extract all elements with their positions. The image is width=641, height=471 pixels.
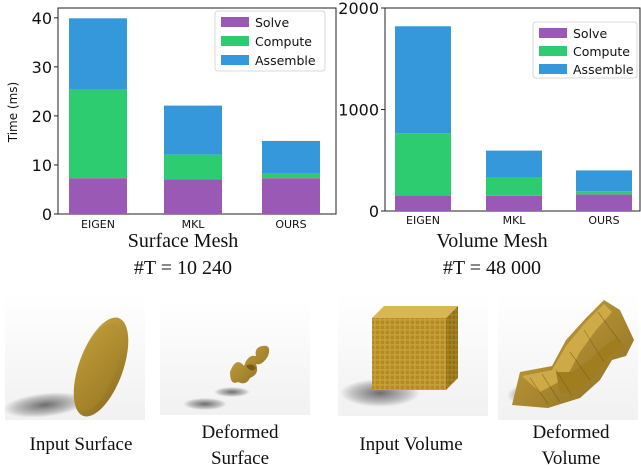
bar-solve-ours (576, 194, 632, 211)
legend-swatch (539, 64, 567, 74)
bar-assemble-mkl (486, 150, 542, 177)
bar-assemble-eigen (395, 26, 451, 134)
bar-solve-eigen (69, 178, 127, 214)
bar-solve-ours (262, 178, 320, 214)
bar-solve-mkl (164, 179, 222, 214)
bar-compute-mkl (164, 154, 222, 180)
input-volume-image (338, 292, 488, 416)
chart-subtitle-count: #T = 48 000 (443, 257, 541, 279)
bar-solve-mkl (486, 195, 542, 211)
category-label: EIGEN (81, 218, 115, 231)
category-label: MKL (503, 214, 527, 227)
y-tick-label: 30 (32, 58, 52, 77)
legend-swatch (221, 36, 249, 46)
legend-swatch (539, 46, 567, 56)
y-tick-label: 20 (32, 107, 52, 126)
legend: Solve Compute Assemble (532, 21, 638, 79)
y-tick-label: 1000 (338, 101, 379, 120)
legend-label: Compute (573, 44, 630, 59)
chart-subtitle-count: #T = 10 240 (134, 257, 232, 279)
bar-compute-ours (576, 191, 632, 195)
caption-deformed-volume-line1: Deformed (532, 422, 610, 443)
caption-deformed-volume-line2: Volume (542, 448, 601, 469)
legend-label: Solve (255, 15, 289, 30)
y-tick-label: 0 (369, 202, 379, 221)
legend-label: Solve (573, 26, 607, 41)
legend-label: Assemble (573, 62, 634, 77)
bar-compute-eigen (395, 133, 451, 196)
caption-input-volume: Input Volume (359, 434, 462, 455)
chart-subtitle: Surface Mesh (128, 230, 239, 252)
chart-subtitle: Volume Mesh (436, 230, 547, 252)
bar-assemble-ours (576, 170, 632, 192)
deformed-surface-image (160, 300, 310, 415)
legend: Solve Compute Assemble (214, 10, 326, 72)
y-tick-label: 10 (32, 156, 52, 175)
category-label: OURS (275, 218, 306, 231)
bar-solve-eigen (395, 195, 451, 211)
input-surface-image (3, 292, 145, 420)
y-tick-label: 40 (32, 9, 52, 28)
legend-label: Assemble (255, 53, 316, 68)
category-label: EIGEN (406, 214, 440, 227)
category-label: MKL (182, 218, 206, 231)
deformed-volume-image (498, 292, 638, 420)
caption-deformed-surface-line2: Surface (211, 448, 269, 469)
bar-compute-mkl (486, 176, 542, 196)
chart-volume-mesh: 0 1000 2000 EIGEN MKL OURS Solve Compute Assem… (338, 0, 641, 279)
legend-swatch (539, 28, 567, 38)
legend-swatch (221, 17, 249, 27)
y-tick-label: 2000 (338, 0, 379, 18)
bar-assemble-eigen (69, 18, 127, 90)
category-label: OURS (588, 214, 619, 227)
bar-compute-eigen (69, 89, 127, 179)
caption-input-surface: Input Surface (30, 434, 133, 455)
legend-swatch (221, 55, 249, 65)
bar-assemble-mkl (164, 105, 222, 155)
y-tick-label: 0 (42, 205, 52, 224)
legend-label: Compute (255, 34, 312, 49)
bar-compute-ours (262, 173, 320, 179)
caption-deformed-surface-line1: Deformed (201, 422, 279, 443)
y-axis-label: Time (ms) (6, 82, 20, 144)
bar-assemble-ours (262, 140, 320, 174)
chart-surface-mesh: 0 10 20 30 40 EIGEN MKL OURS Time (ms) Solve Co… (6, 7, 337, 279)
